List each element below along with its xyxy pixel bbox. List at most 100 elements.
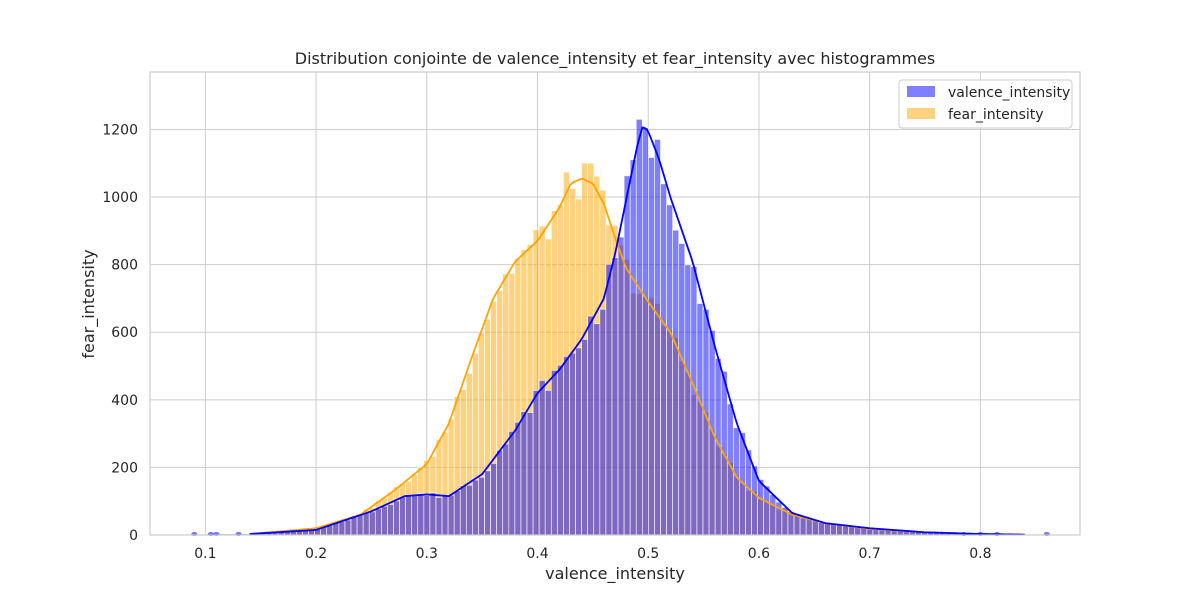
legend-swatch-fear	[907, 108, 935, 119]
histogram-bar	[544, 390, 552, 536]
histogram-bar	[411, 495, 419, 536]
histogram-bar	[441, 495, 449, 536]
histogram-bar	[830, 524, 837, 536]
histogram-bar	[520, 411, 528, 536]
histogram-bar	[818, 522, 825, 536]
histogram-bar	[654, 139, 661, 536]
y-tick-label: 1000	[102, 190, 138, 206]
histogram-bar	[605, 263, 613, 536]
histogram-bar	[423, 495, 431, 536]
histogram-bar	[387, 504, 394, 536]
histogram-bar	[690, 266, 698, 536]
chart-title: Distribution conjointe de valence_intens…	[295, 49, 935, 69]
y-tick-label: 200	[111, 460, 138, 476]
x-tick-label: 0.7	[859, 546, 881, 562]
histogram-bar	[550, 370, 558, 536]
y-tick-label: 0	[129, 528, 138, 544]
histogram-bar	[326, 525, 334, 536]
histogram-bar	[472, 479, 479, 536]
histogram-bar	[429, 492, 437, 536]
x-axis-label: valence_intensity	[545, 564, 685, 584]
histogram-bar	[417, 493, 425, 536]
histogram-bar	[381, 505, 388, 536]
x-tick-label: 0.5	[637, 546, 659, 562]
histogram-bar	[447, 494, 455, 536]
histogram-bar	[811, 519, 819, 536]
histogram-bar	[508, 430, 516, 536]
histogram-bar	[648, 157, 655, 536]
histogram-bar	[575, 347, 582, 536]
histogram-bar	[587, 315, 595, 536]
histogram-bar	[672, 229, 680, 536]
histogram-bar	[660, 183, 667, 536]
histogram-bar	[824, 522, 831, 536]
histogram-bar	[484, 470, 491, 536]
kde-curves	[249, 126, 1025, 536]
histogram-bar	[684, 264, 692, 536]
histogram-bar	[629, 159, 637, 536]
histogram-bar	[635, 119, 643, 536]
histogram-bar	[557, 364, 564, 536]
histogram-bar	[459, 485, 467, 536]
histogram-bar	[666, 204, 673, 536]
histogram-bar	[763, 485, 771, 536]
histogram-bar	[453, 490, 461, 536]
histogram-bar	[757, 479, 764, 536]
axes-frame	[149, 71, 1081, 536]
histogram-bar	[593, 323, 601, 536]
histogram-bar	[617, 236, 625, 536]
x-tick-labels: 0.1 0.2 0.3 0.4 0.5 0.6 0.7 0.8	[194, 546, 991, 562]
histogram-bar	[769, 494, 777, 536]
legend: valence_intensity fear_intensity	[898, 79, 1073, 129]
histogram-bar	[435, 497, 443, 536]
y-axis-label: fear_intensity	[79, 249, 99, 358]
legend-swatch-valence	[907, 86, 935, 97]
histogram-bar	[532, 390, 540, 536]
histogram-bar	[642, 127, 649, 536]
histogram-bar	[696, 303, 704, 536]
histogram-bar	[733, 427, 740, 536]
histogram-bar	[514, 421, 522, 536]
histogram-bar	[538, 380, 546, 536]
y-tick-label: 600	[111, 325, 138, 341]
histogram-bar	[356, 514, 364, 536]
histogram-bar	[338, 521, 346, 536]
histogram-bar	[490, 463, 497, 536]
histogram-bar	[563, 356, 570, 536]
histogram-bar	[344, 519, 352, 536]
histogram-bar	[374, 508, 382, 536]
x-tick-label: 0.1	[194, 546, 216, 562]
x-tick-label: 0.3	[416, 546, 438, 562]
histogram-bar	[793, 514, 801, 536]
legend-label-fear: fear_intensity	[948, 107, 1044, 123]
histogram-bar	[623, 175, 631, 536]
histogram-bar	[502, 443, 510, 536]
y-tick-labels: 0 200 400 600 800 1000 1200	[102, 122, 138, 544]
y-tick-label: 400	[111, 393, 138, 409]
histogram-bar	[599, 308, 607, 536]
histogram-bar	[393, 500, 400, 536]
y-tick-label: 800	[111, 258, 138, 274]
histogram-bar	[526, 412, 534, 536]
histogram-bar	[368, 511, 376, 536]
histogram-bar	[362, 512, 370, 536]
x-tick-label: 0.4	[526, 546, 548, 562]
histogram-bar	[350, 516, 358, 536]
histogram-bar	[799, 517, 807, 536]
y-tick-label: 1200	[102, 122, 138, 138]
legend-label-valence: valence_intensity	[948, 85, 1070, 101]
histogram-bar	[611, 257, 619, 536]
histogram-bar	[678, 243, 686, 536]
histogram-bar	[399, 496, 406, 536]
histogram-bar	[745, 449, 752, 536]
histogram-bar	[496, 449, 504, 536]
x-tick-label: 0.8	[969, 546, 991, 562]
kde-line-valence	[249, 126, 1025, 536]
histogram-bar	[478, 476, 485, 536]
legend-box	[898, 79, 1073, 129]
histogram-bar	[405, 495, 412, 536]
x-tick-label: 0.6	[748, 546, 770, 562]
histogram-bar	[466, 484, 473, 536]
